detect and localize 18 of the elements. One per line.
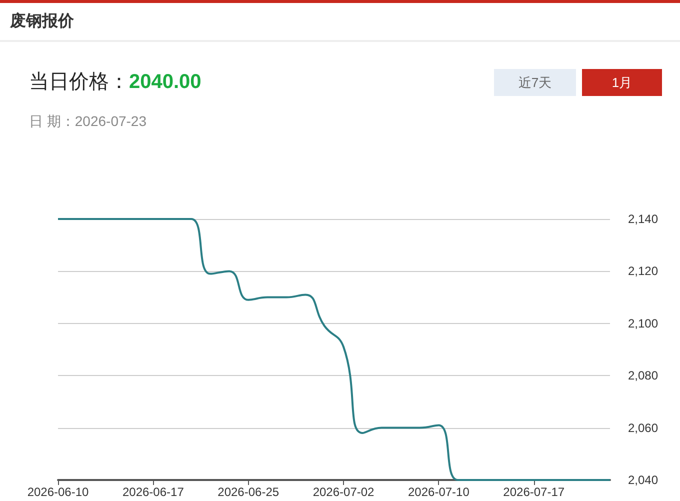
x-tick-label: 2026-07-02 bbox=[312, 485, 375, 499]
text: 当日价格： bbox=[29, 71, 129, 93]
y-tick-label: 2,120 bbox=[628, 264, 658, 278]
text: 日 期：2026-07-23 bbox=[29, 113, 147, 131]
text: 2040.00 bbox=[129, 71, 202, 93]
x-tick-label: 2026-06-25 bbox=[218, 485, 280, 499]
y-tick-label: 2,060 bbox=[628, 420, 658, 435]
y-tick-label: 2,140 bbox=[628, 212, 658, 226]
chart-title: 废钢报价 bbox=[0, 3, 680, 42]
x-tick-label: 2026-07-10 bbox=[408, 485, 470, 499]
y-tick-label: 2,040 bbox=[628, 473, 658, 487]
y-tick-label: 2,080 bbox=[628, 368, 658, 383]
x-tick-label: 2026-06-17 bbox=[122, 485, 184, 499]
x-tick-label: 2026-07-17 bbox=[503, 485, 565, 499]
y-tick-label: 2,100 bbox=[628, 316, 658, 330]
month-button: 1月 bbox=[582, 69, 662, 96]
week-button: 近7天 bbox=[494, 69, 576, 96]
x-tick-label: 2026-06-10 bbox=[27, 485, 90, 499]
